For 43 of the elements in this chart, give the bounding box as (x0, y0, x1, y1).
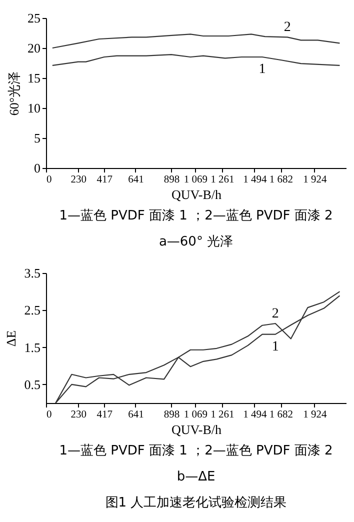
x-tick-label: 1 494 (243, 410, 268, 420)
y-tick-label: 1.5 (24, 340, 40, 355)
text: 1—蓝色 PVDF 面漆 1 ；2—蓝色 PVDF 面漆 2 (59, 444, 333, 458)
y-tick-label: 25 (28, 10, 40, 26)
y-tick-label: 2.5 (24, 302, 40, 318)
y-axis-title: ΔE (3, 330, 18, 347)
x-tick-label: 1 069 (184, 174, 208, 186)
x-tick-label: 898 (164, 174, 180, 186)
x-tick-label: 230 (70, 174, 86, 186)
caption: 图1 人工加速老化试验检测结果 (105, 496, 287, 510)
x-tick-label: 898 (164, 410, 180, 420)
x-tick-label: 1 682 (269, 410, 294, 420)
text: 1—蓝色 PVDF 面漆 1 ；2—蓝色 PVDF 面漆 2 (59, 208, 333, 224)
x-tick-label: 641 (128, 174, 144, 186)
x-tick-label: 641 (128, 410, 144, 420)
y-tick-label: 5 (34, 130, 40, 146)
y-tick-label: 0 (34, 160, 40, 176)
y-tick-label: 0.5 (24, 376, 40, 392)
x-tick-label: 1 924 (303, 174, 328, 186)
x-tick-label: 417 (96, 410, 113, 420)
y-tick-label: 3.5 (24, 266, 40, 280)
x-tick-label: 230 (70, 410, 86, 420)
x-tick-label: 1 261 (210, 410, 234, 420)
x-tick-label: 0 (46, 410, 52, 420)
x-axis-title: QUV-B/h (171, 422, 222, 437)
y-tick-label: 15 (28, 70, 40, 86)
y-tick-label: 20 (28, 40, 40, 56)
y-tick-label: 10 (28, 100, 40, 116)
x-tick-label: 1 924 (303, 410, 328, 420)
x-axis-title: QUV-B/h (171, 187, 222, 202)
x-tick-label: 0 (46, 174, 52, 186)
x-tick-label: 1 261 (210, 174, 234, 186)
x-tick-label: 1 682 (269, 174, 294, 186)
series-label: 2 (284, 20, 291, 36)
x-tick-label: 1 069 (184, 410, 208, 420)
y-axis-title: 60°光泽 (6, 71, 22, 116)
text: a—60° 光泽 (158, 234, 234, 250)
x-tick-label: 417 (96, 174, 113, 186)
series-label: 1 (258, 62, 266, 77)
x-tick-label: 1 494 (243, 174, 268, 186)
series-label: 2 (272, 306, 279, 322)
text: b—ΔE (176, 470, 216, 484)
series-label: 1 (272, 339, 279, 354)
